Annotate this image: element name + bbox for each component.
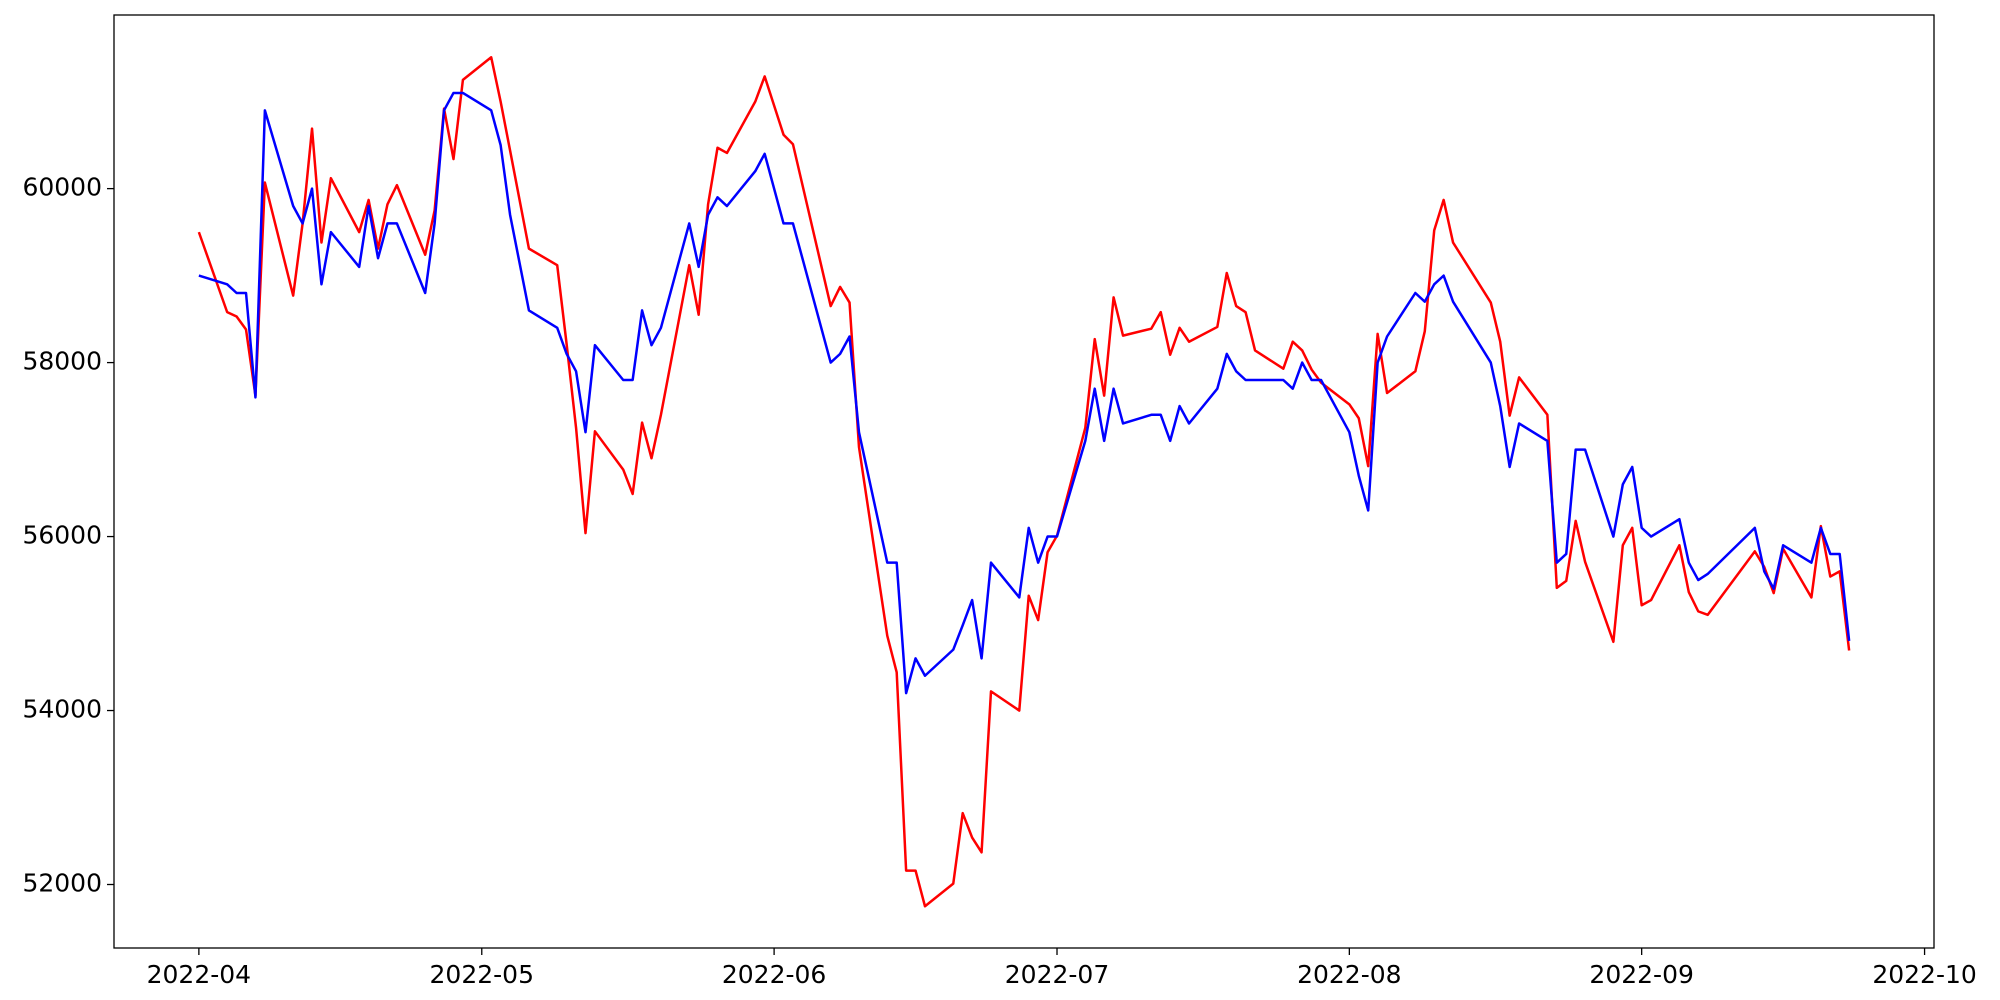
y-tick-label: 58000 xyxy=(22,347,102,376)
x-tick-label: 2022-06 xyxy=(722,960,826,989)
series-line xyxy=(198,91,1851,695)
y-tick-label: 56000 xyxy=(22,521,102,550)
y-tick-label: 54000 xyxy=(22,695,102,724)
y-tick-label: 60000 xyxy=(22,173,102,202)
x-tick-label: 2022-05 xyxy=(430,960,534,989)
x-tick-label: 2022-09 xyxy=(1589,960,1693,989)
plot-frame xyxy=(113,14,1935,949)
x-tick-label: 2022-08 xyxy=(1297,960,1401,989)
x-tick-label: 2022-07 xyxy=(1005,960,1109,989)
series-line xyxy=(197,56,1851,908)
x-tick-label: 2022-10 xyxy=(1872,960,1976,989)
x-tick-label: 2022-04 xyxy=(147,960,251,989)
y-tick-label: 52000 xyxy=(22,869,102,898)
